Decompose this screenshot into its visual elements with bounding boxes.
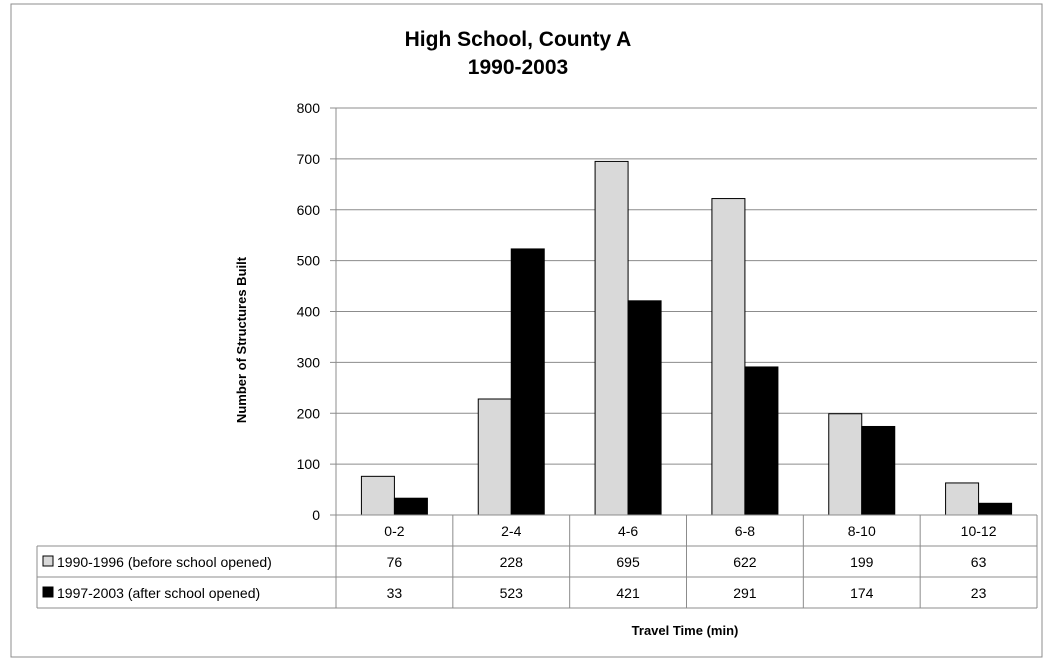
category-label: 2-4 xyxy=(501,523,521,539)
bar-before-8-10 xyxy=(828,413,863,516)
bar-after-2-4 xyxy=(510,248,545,516)
y-tick-label: 400 xyxy=(297,304,321,320)
data-table: 0-2 2-4 4-6 6-8 8-10 10-12 1990-1996 (before s… xyxy=(36,514,1038,609)
bar-after-6-8 xyxy=(744,366,779,516)
y-tick-label: 0 xyxy=(312,507,320,523)
x-axis-label: Travel Time (min) xyxy=(632,623,739,638)
data-value: 228 xyxy=(500,554,524,570)
data-value: 76 xyxy=(387,554,403,570)
data-value: 291 xyxy=(733,585,757,601)
y-tick-label: 300 xyxy=(297,354,321,370)
y-tick-label: 500 xyxy=(297,253,321,269)
bar-before-6-8 xyxy=(711,198,746,516)
data-value: 23 xyxy=(971,585,987,601)
data-value: 63 xyxy=(971,554,987,570)
bar-before-2-4 xyxy=(477,398,512,516)
category-label: 10-12 xyxy=(961,523,997,539)
y-tick-label: 700 xyxy=(297,151,321,167)
data-value: 622 xyxy=(733,554,757,570)
y-axis-label: Number of Structures Built xyxy=(234,256,249,423)
data-value: 199 xyxy=(850,554,874,570)
data-value: 523 xyxy=(500,585,524,601)
bar-after-0-2 xyxy=(393,497,428,516)
legend-label: 1997-2003 (after school opened) xyxy=(57,585,260,601)
legend-swatch xyxy=(42,555,54,567)
bar-before-4-6 xyxy=(594,160,629,516)
legend-label: 1990-1996 (before school opened) xyxy=(57,554,272,570)
data-value: 33 xyxy=(387,585,403,601)
category-label: 4-6 xyxy=(618,523,638,539)
bar-before-0-2 xyxy=(360,475,395,516)
bars xyxy=(360,160,1013,516)
legend-swatch xyxy=(42,586,54,598)
y-tick-label: 100 xyxy=(297,456,321,472)
y-tick-label: 800 xyxy=(297,100,321,116)
category-label: 8-10 xyxy=(848,523,876,539)
bar-after-8-10 xyxy=(861,425,896,516)
chart-subtitle: 1990-2003 xyxy=(468,56,568,79)
data-value: 421 xyxy=(616,585,640,601)
category-label: 6-8 xyxy=(735,523,755,539)
data-value: 695 xyxy=(616,554,640,570)
bar-after-10-12 xyxy=(978,502,1013,516)
data-value: 174 xyxy=(850,585,874,601)
chart-title: High School, County A xyxy=(405,28,632,51)
y-tick-label: 600 xyxy=(297,202,321,218)
bar-after-4-6 xyxy=(627,300,662,516)
bar-before-10-12 xyxy=(945,482,980,516)
category-label: 0-2 xyxy=(384,523,404,539)
y-tick-label: 200 xyxy=(297,405,321,421)
